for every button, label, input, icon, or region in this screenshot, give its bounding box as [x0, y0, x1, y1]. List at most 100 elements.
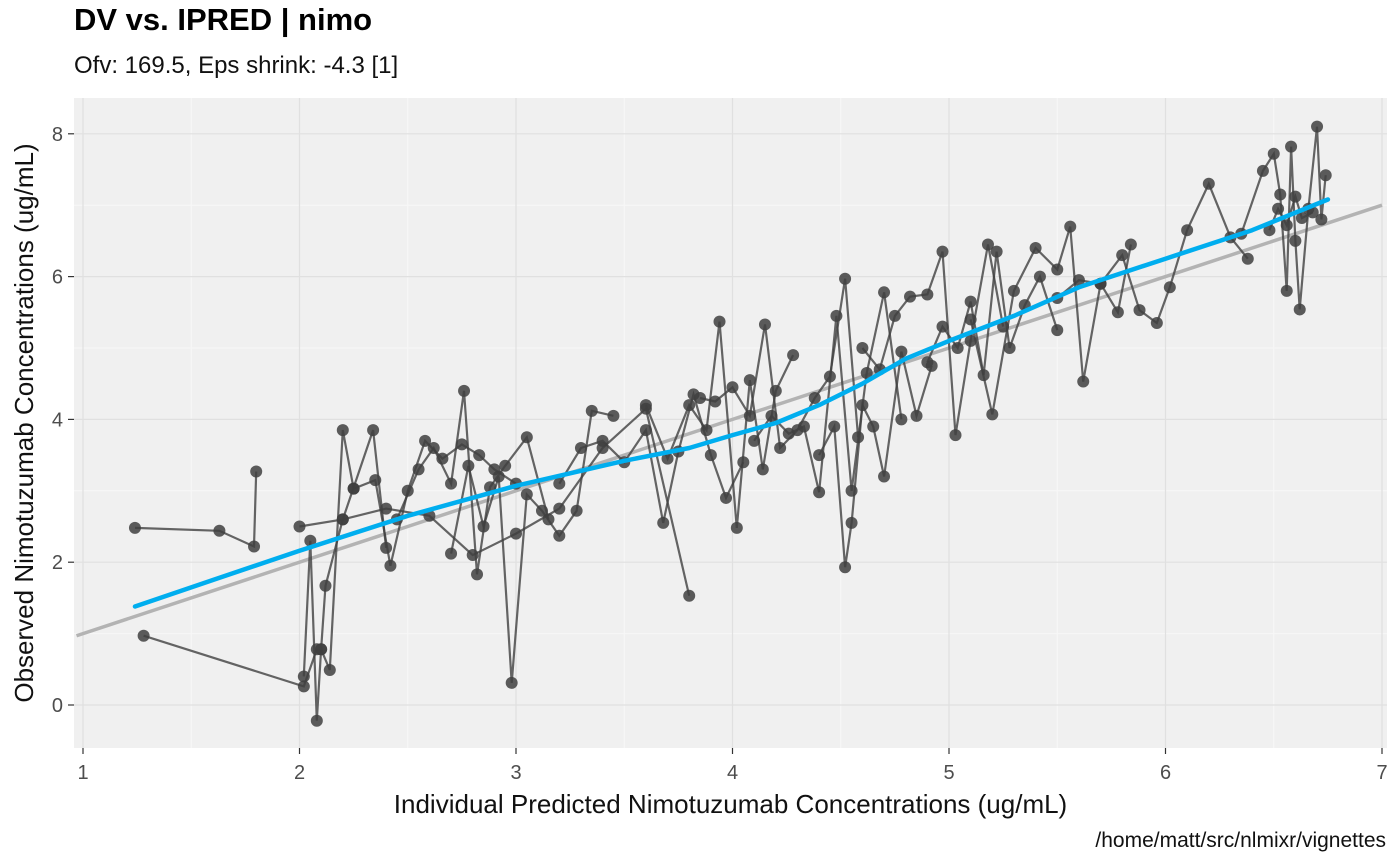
data-point — [542, 513, 555, 526]
data-point — [607, 409, 620, 422]
data-point — [986, 408, 999, 421]
data-point — [895, 413, 908, 426]
data-point — [1163, 281, 1176, 294]
series-line-6 — [395, 390, 550, 575]
y-tick-label: 8 — [52, 124, 63, 146]
data-point — [878, 286, 891, 299]
data-point — [1280, 284, 1293, 297]
x-tick-label: 6 — [1160, 762, 1171, 784]
data-point — [845, 516, 858, 529]
data-point — [661, 452, 674, 465]
data-point — [520, 431, 533, 444]
x-tick-label: 7 — [1376, 762, 1387, 784]
series-line-3 — [299, 406, 691, 597]
data-point — [888, 309, 901, 322]
data-point — [213, 524, 226, 537]
data-point — [1033, 270, 1046, 283]
data-point — [128, 521, 141, 534]
data-point — [797, 420, 810, 433]
data-point — [1029, 242, 1042, 255]
data-point — [535, 504, 548, 517]
x-tick-label: 5 — [943, 762, 954, 784]
data-point — [367, 424, 380, 437]
data-point — [553, 529, 566, 542]
data-point — [743, 409, 756, 422]
data-point — [1293, 303, 1306, 316]
chart-subtitle: Ofv: 169.5, Eps shrink: -4.3 [1] — [74, 52, 399, 79]
data-point — [315, 643, 328, 656]
data-point — [936, 245, 949, 258]
data-point — [709, 395, 722, 408]
data-point — [765, 409, 778, 422]
data-point — [1051, 324, 1064, 337]
data-point — [1274, 188, 1287, 201]
data-point — [455, 438, 468, 451]
data-point — [1256, 164, 1269, 177]
data-point — [921, 356, 934, 369]
data-point — [839, 272, 852, 285]
data-point — [477, 520, 490, 533]
data-point — [574, 441, 587, 454]
x-tick-label: 3 — [510, 762, 521, 784]
data-point — [380, 541, 393, 554]
data-point — [419, 434, 432, 447]
data-point — [964, 313, 977, 326]
data-point — [1003, 342, 1016, 354]
data-point — [1263, 224, 1276, 237]
data-point — [813, 449, 826, 462]
axes: 1 2 3 4 5 6 7 0 2 4 6 8 — [52, 124, 1388, 784]
data-point — [347, 482, 360, 495]
data-point — [756, 463, 769, 476]
data-point — [1311, 120, 1324, 133]
smooth-line — [132, 197, 1331, 609]
data-point — [248, 540, 261, 553]
data-point — [936, 320, 949, 333]
series-line-12 — [818, 351, 933, 568]
data-point — [369, 474, 382, 487]
data-point — [700, 424, 713, 437]
x-tick-label: 2 — [294, 762, 305, 784]
data-point — [769, 384, 782, 397]
data-point — [436, 452, 449, 465]
data-point — [401, 484, 414, 497]
data-point — [553, 477, 566, 490]
data-point — [743, 374, 756, 387]
data-point — [1077, 375, 1090, 388]
data-point — [297, 680, 310, 693]
series-line-1 — [134, 471, 258, 549]
data-point — [336, 424, 349, 437]
data-point — [1267, 147, 1280, 160]
x-tick-label: 4 — [727, 762, 738, 784]
series-line-9 — [644, 321, 795, 528]
data-point — [1116, 249, 1129, 262]
data-point — [473, 449, 486, 462]
data-point — [904, 290, 917, 303]
data-point — [895, 345, 908, 358]
data-point — [839, 561, 852, 574]
data-point — [1072, 274, 1085, 287]
data-point — [1319, 169, 1332, 182]
data-point — [808, 391, 821, 404]
data-point — [1315, 213, 1328, 226]
data-point — [657, 516, 670, 529]
chart-caption: /home/matt/src/nlmixr/vignettes — [1095, 829, 1386, 852]
data-point — [499, 459, 512, 472]
data-point — [445, 477, 458, 490]
data-point — [704, 449, 717, 462]
data-point — [520, 488, 533, 501]
data-point — [683, 589, 696, 602]
data-point — [758, 318, 771, 331]
data-point — [921, 288, 934, 301]
data-point — [1064, 220, 1077, 233]
data-point — [1289, 190, 1302, 203]
data-point — [336, 513, 349, 526]
data-point — [856, 342, 869, 354]
y-axis-label: Observed Nimotuzumab Concentrations (ug/… — [9, 143, 39, 702]
data-point — [737, 456, 750, 469]
data-point — [830, 309, 843, 322]
data-point — [845, 484, 858, 497]
data-point — [427, 441, 440, 454]
data-point — [951, 342, 964, 354]
data-point — [856, 399, 869, 412]
data-point — [1280, 219, 1293, 232]
